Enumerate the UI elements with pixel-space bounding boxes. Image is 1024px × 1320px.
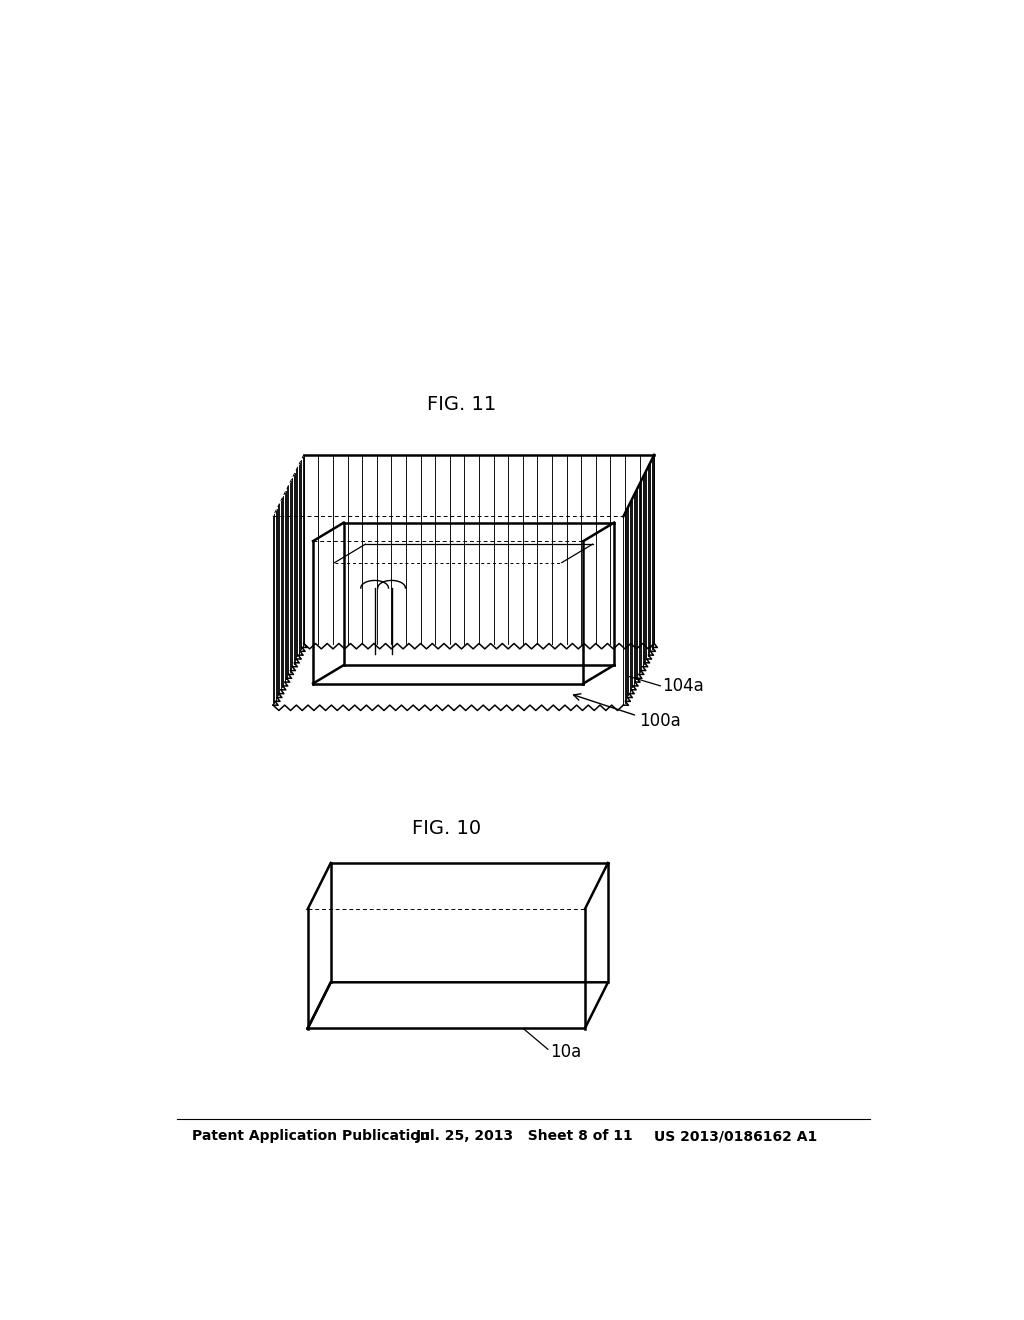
Text: Jul. 25, 2013   Sheet 8 of 11: Jul. 25, 2013 Sheet 8 of 11 [416, 1130, 633, 1143]
Text: FIG. 10: FIG. 10 [412, 818, 481, 838]
Text: 100a: 100a [639, 711, 681, 730]
Text: 104a: 104a [662, 677, 703, 694]
Text: Patent Application Publication: Patent Application Publication [193, 1130, 430, 1143]
Text: 10a: 10a [550, 1043, 582, 1060]
Text: US 2013/0186162 A1: US 2013/0186162 A1 [654, 1130, 817, 1143]
Text: FIG. 11: FIG. 11 [427, 395, 497, 414]
